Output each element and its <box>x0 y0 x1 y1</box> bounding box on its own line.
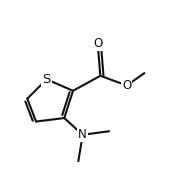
Text: S: S <box>42 73 51 86</box>
Text: N: N <box>78 128 87 141</box>
Text: O: O <box>93 37 102 50</box>
Text: O: O <box>122 79 131 92</box>
